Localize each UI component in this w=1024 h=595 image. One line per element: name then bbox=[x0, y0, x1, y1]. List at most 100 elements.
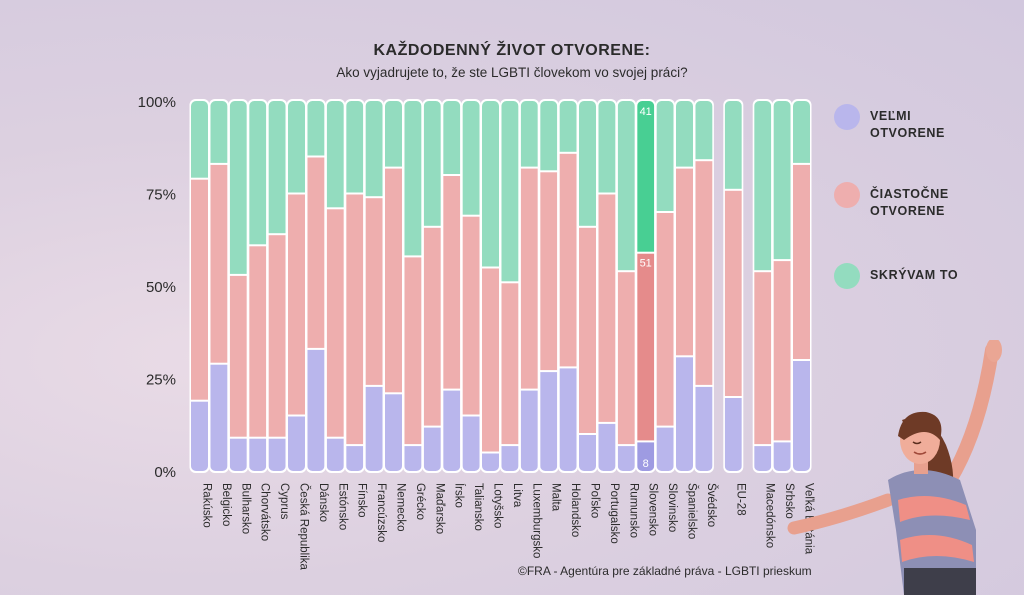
bar-cyprus-hide bbox=[268, 101, 286, 234]
legend-item-hide: SKRÝVAM TO bbox=[834, 263, 960, 289]
data-label-partly_open: 51 bbox=[640, 258, 652, 270]
bar-nemecko-very_open bbox=[385, 394, 402, 471]
bar-luxemburgsko-very_open bbox=[520, 390, 538, 471]
legend-item-very-open: VEĽMI OTVORENE bbox=[834, 104, 960, 142]
x-tick-label: Írsko bbox=[453, 483, 466, 508]
x-tick-label: Slovinsko bbox=[666, 483, 678, 532]
x-tick-label: Grécko bbox=[414, 483, 426, 520]
bar-srbsko-hide bbox=[773, 101, 791, 260]
y-tick-label: 50% bbox=[146, 279, 176, 296]
bar-slovensko-partly_open bbox=[637, 253, 655, 441]
bar-loty-sko-very_open bbox=[482, 453, 499, 471]
bar-ma-arsko-partly_open bbox=[423, 227, 441, 426]
waving-person-illustration bbox=[787, 340, 1002, 595]
source-credit: ©FRA - Agentúra pre základné práva - LGB… bbox=[518, 564, 812, 578]
bar-bulharsko-very_open bbox=[229, 438, 247, 471]
bar-portugalsko-hide bbox=[598, 101, 616, 193]
data-label-very_open: 8 bbox=[643, 458, 649, 470]
bar--esk-republika-very_open bbox=[288, 416, 305, 471]
y-tick-label: 100% bbox=[138, 94, 176, 111]
bar--rsko-hide bbox=[443, 101, 461, 174]
bar-holandsko-partly_open bbox=[559, 153, 577, 367]
bar--v-dsko-hide bbox=[695, 101, 713, 160]
bar-loty-sko-partly_open bbox=[482, 268, 499, 452]
x-tick-label: Srbsko bbox=[783, 483, 795, 519]
legend-swatch-very-open bbox=[834, 104, 860, 130]
bar-loty-sko-hide bbox=[482, 101, 499, 267]
x-tick-label: Rakúsko bbox=[201, 483, 213, 528]
bar--v-dsko-partly_open bbox=[695, 161, 713, 385]
bar-nemecko-partly_open bbox=[385, 168, 402, 393]
bar-holandsko-very_open bbox=[559, 368, 577, 471]
bar-eu-28-hide bbox=[724, 101, 742, 189]
bar-d-nsko-hide bbox=[307, 101, 325, 156]
x-tick-label: Švédsko bbox=[705, 483, 718, 527]
bar-malta-very_open bbox=[540, 372, 558, 471]
bar-franc-zsko-hide bbox=[365, 101, 383, 197]
bar-po-sko-partly_open bbox=[579, 227, 596, 433]
legend-label-partly-open: ČIASTOČNE OTVORENE bbox=[870, 187, 949, 218]
bar-srbsko-very_open bbox=[773, 442, 791, 471]
bar-maced-nsko-very_open bbox=[754, 446, 772, 471]
bar-gr-cko-very_open bbox=[404, 446, 422, 471]
bar-slovinsko-hide bbox=[656, 101, 674, 211]
x-tick-label: Estónsko bbox=[336, 483, 348, 530]
bar--panielsko-hide bbox=[676, 101, 693, 167]
x-tick-label: Španielsko bbox=[686, 483, 699, 539]
x-tick-label: Portugalsko bbox=[608, 483, 620, 544]
x-tick-label: Lotyšsko bbox=[492, 483, 504, 528]
x-tick-label: EU-28 bbox=[734, 483, 746, 516]
bar-nemecko-hide bbox=[385, 101, 402, 167]
bar-ve-k-brit-nia-hide bbox=[793, 101, 810, 163]
legend-label-very-open: VEĽMI OTVORENE bbox=[870, 109, 945, 140]
bar-cyprus-partly_open bbox=[268, 235, 286, 437]
bar-d-nsko-very_open bbox=[307, 349, 325, 471]
bar-taliansko-very_open bbox=[462, 416, 480, 471]
x-tick-label: Litva bbox=[511, 483, 523, 508]
x-tick-label: Poľsko bbox=[589, 483, 601, 518]
bar-po-sko-hide bbox=[579, 101, 596, 226]
bar-slovinsko-very_open bbox=[656, 427, 674, 471]
y-tick-label: 0% bbox=[154, 464, 176, 481]
bar-srbsko-partly_open bbox=[773, 261, 791, 441]
bar-taliansko-partly_open bbox=[462, 216, 480, 415]
legend-label-hide: SKRÝVAM TO bbox=[870, 268, 959, 282]
x-tick-label: Slovensko bbox=[647, 483, 659, 536]
bar-malta-partly_open bbox=[540, 172, 558, 371]
bar-ve-k-brit-nia-partly_open bbox=[793, 164, 810, 359]
bar--rsko-partly_open bbox=[443, 176, 461, 389]
bar-belgicko-partly_open bbox=[210, 164, 228, 363]
bar-belgicko-hide bbox=[210, 101, 228, 163]
bar--panielsko-very_open bbox=[676, 357, 693, 471]
bar-est-nsko-very_open bbox=[326, 438, 344, 471]
bar-bulharsko-partly_open bbox=[229, 275, 247, 437]
bar-slovensko-very_open bbox=[637, 442, 655, 471]
bar-eu-28-partly_open bbox=[724, 190, 742, 396]
bar-malta-hide bbox=[540, 101, 558, 171]
bar-bulharsko-hide bbox=[229, 101, 247, 274]
x-tick-label: Nemecko bbox=[395, 483, 407, 532]
x-tick-label: Malta bbox=[550, 483, 562, 512]
bar-est-nsko-partly_open bbox=[326, 209, 344, 437]
legend-swatch-hide bbox=[834, 263, 860, 289]
x-tick-label: Bulharsko bbox=[239, 483, 251, 534]
y-tick-label: 25% bbox=[146, 372, 176, 389]
x-tick-label: Fínsko bbox=[356, 483, 368, 518]
bar-rak-sko-hide bbox=[191, 101, 208, 178]
bar-litva-partly_open bbox=[501, 283, 519, 445]
bar-gr-cko-hide bbox=[404, 101, 422, 256]
bar-eu-28-very_open bbox=[724, 398, 742, 471]
bar-ma-arsko-hide bbox=[423, 101, 441, 226]
x-tick-label: Macedónsko bbox=[764, 483, 776, 548]
bar-slovensko-hide bbox=[637, 101, 655, 252]
bar-portugalsko-very_open bbox=[598, 423, 616, 471]
bar-belgicko-very_open bbox=[210, 364, 228, 471]
x-tick-label: Taliansko bbox=[472, 483, 484, 531]
bar-franc-zsko-very_open bbox=[365, 386, 383, 471]
x-tick-label: Chorvátsko bbox=[259, 483, 271, 541]
legend-swatch-partly-open bbox=[834, 182, 860, 208]
x-tick-label: Luxemburgsko bbox=[530, 483, 542, 558]
x-tick-label: Dánsko bbox=[317, 483, 329, 522]
bar-rumunsko-partly_open bbox=[617, 272, 635, 445]
